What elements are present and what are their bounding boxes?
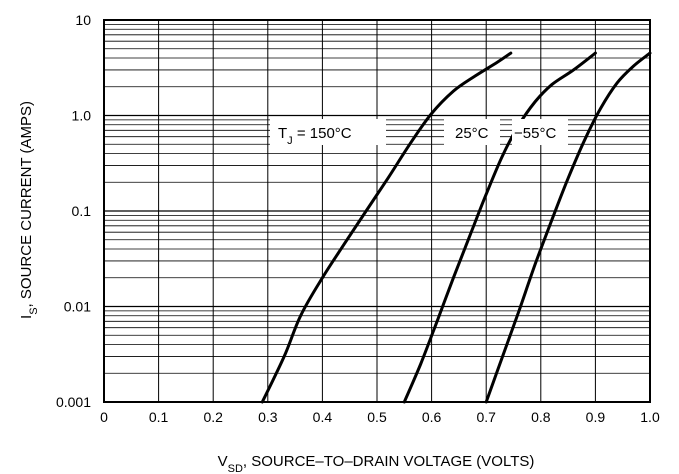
series-curve: [402, 51, 597, 404]
x-tick-label: 0.5: [367, 409, 387, 425]
x-tick-label: 0.9: [586, 409, 606, 425]
annotation-box-25c: [444, 119, 500, 145]
plot-border: [103, 19, 651, 403]
x-tick-label: 0.1: [149, 409, 169, 425]
y-tick-label: 10: [75, 12, 91, 28]
x-axis-title: VSD, SOURCE–TO–DRAIN VOLTAGE (VOLTS): [218, 453, 535, 474]
x-tick-label: 0.6: [422, 409, 442, 425]
y-tick-label: 0.001: [56, 394, 91, 410]
annotation-tj-150c: TJ = 150°C: [278, 125, 352, 147]
annotation-minus55c: −55°C: [514, 125, 556, 142]
x-tick-label: 0.7: [476, 409, 496, 425]
y-axis-title: IS, SOURCE CURRENT (AMPS): [18, 101, 40, 319]
x-tick-label: 0.8: [531, 409, 551, 425]
x-tick-label: 0.3: [258, 409, 278, 425]
annotation-25c: 25°C: [455, 125, 489, 142]
plot-frame: [103, 19, 651, 403]
curves: [260, 51, 652, 404]
series-curve: [260, 51, 513, 404]
x-tick-labels: 0 0.1 0.2 0.3 0.4 0.5 0.6 0.7 0.8 0.9 1.0: [100, 409, 660, 425]
x-tick-label: 0.2: [203, 409, 223, 425]
x-tick-label: 1.0: [640, 409, 660, 425]
x-tick-label: 0.4: [313, 409, 333, 425]
series-curve: [484, 51, 652, 404]
annotation-box-minus55c: [512, 119, 568, 145]
y-tick-label: 0.01: [64, 299, 91, 315]
annotation-box-150c: [270, 119, 386, 145]
y-tick-label: 0.1: [72, 203, 92, 219]
y-tick-labels: 0.001 0.01 0.1 1.0 10: [56, 12, 91, 410]
y-tick-label: 1.0: [72, 108, 92, 124]
x-tick-label: 0: [100, 409, 108, 425]
